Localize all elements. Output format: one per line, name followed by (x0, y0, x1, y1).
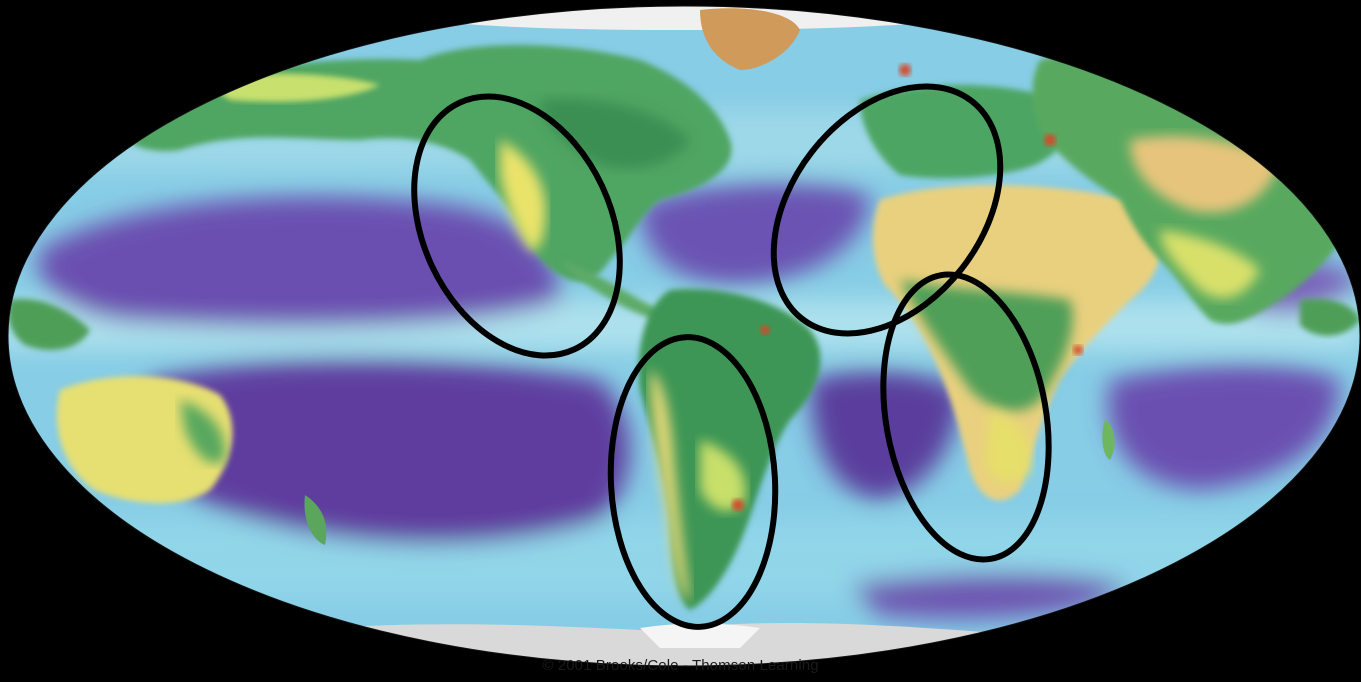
highlight-circle-south-america (607, 334, 779, 630)
land-africa-europe (860, 85, 1160, 501)
highlight-circle-southwest-africa (880, 271, 1052, 563)
highlight-circles (411, 83, 1052, 630)
globe-outline (7, 5, 1361, 667)
land-australia (56, 376, 327, 545)
highlight-circle-north-america (411, 93, 623, 359)
highlight-circle-northwest-africa (770, 83, 1004, 337)
land-southeast-asia (8, 298, 1360, 350)
antarctic-ice (260, 623, 1100, 666)
copyright-credit: © 2001 Brooks/Cole - Thomson Learning (542, 657, 819, 674)
land-south-america (638, 289, 821, 610)
arctic-ice (320, 6, 1040, 30)
greenland (700, 8, 800, 70)
